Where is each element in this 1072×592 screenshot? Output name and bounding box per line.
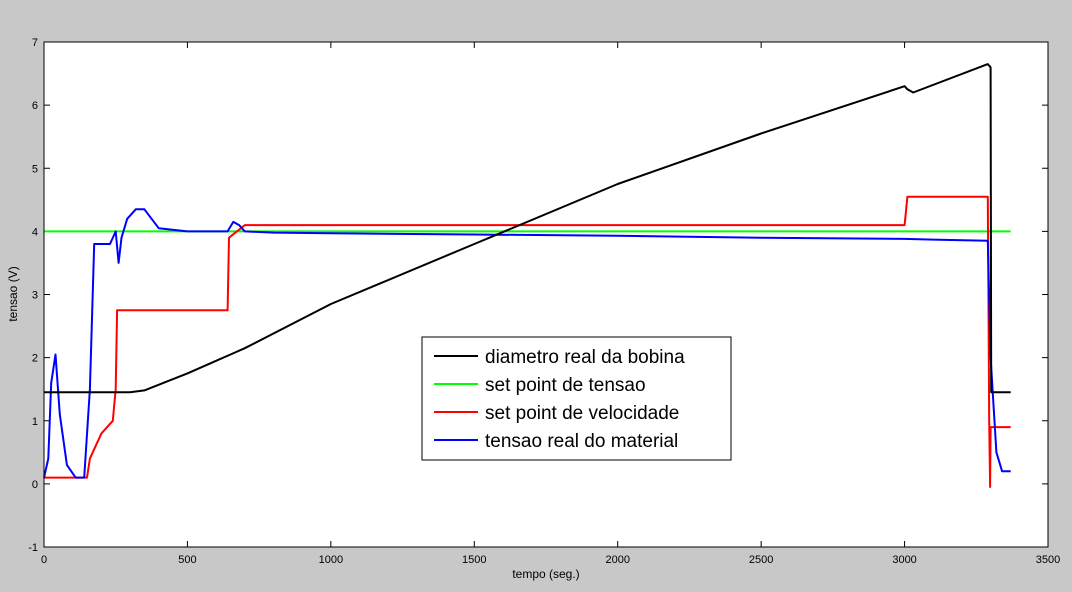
legend-label: set point de velocidade (485, 403, 679, 424)
x-tick-label: 2500 (749, 554, 773, 566)
plot-frame (43, 41, 1049, 548)
y-tick-label: 5 (32, 163, 38, 175)
y-axis-label: tensao (V) (6, 266, 20, 321)
y-tick-label: 2 (32, 353, 38, 365)
y-tick-label: 0 (32, 479, 38, 491)
x-axis-label: tempo (seg.) (512, 567, 579, 581)
legend-label: diametro real da bobina (485, 347, 685, 368)
y-tick-label: 1 (32, 416, 38, 428)
x-tick-label: 3000 (892, 554, 916, 566)
x-tick-label: 0 (41, 554, 47, 566)
x-tick-label: 2000 (605, 554, 629, 566)
y-tick-label: 6 (32, 100, 38, 112)
legend-label: set point de tensao (485, 375, 646, 396)
series-lines (43, 63, 1011, 488)
y-tick-label: 7 (32, 37, 38, 49)
y-tick-label: 4 (32, 226, 38, 238)
x-tick-label: 3500 (1036, 554, 1060, 566)
x-tick-label: 1500 (462, 554, 486, 566)
x-tick-label: 500 (178, 554, 196, 566)
legend: diametro real da bobina set point de tens… (421, 336, 732, 461)
y-tick-label: 3 (32, 290, 38, 302)
series-line-3 (44, 195, 1011, 488)
series-line-1 (44, 63, 1011, 394)
x-tick-label: 1000 (319, 554, 343, 566)
plot-area (43, 41, 1049, 548)
legend-label: tensao real do material (485, 431, 678, 452)
series-line-4 (43, 208, 1011, 479)
y-tick-label: -1 (28, 542, 38, 554)
